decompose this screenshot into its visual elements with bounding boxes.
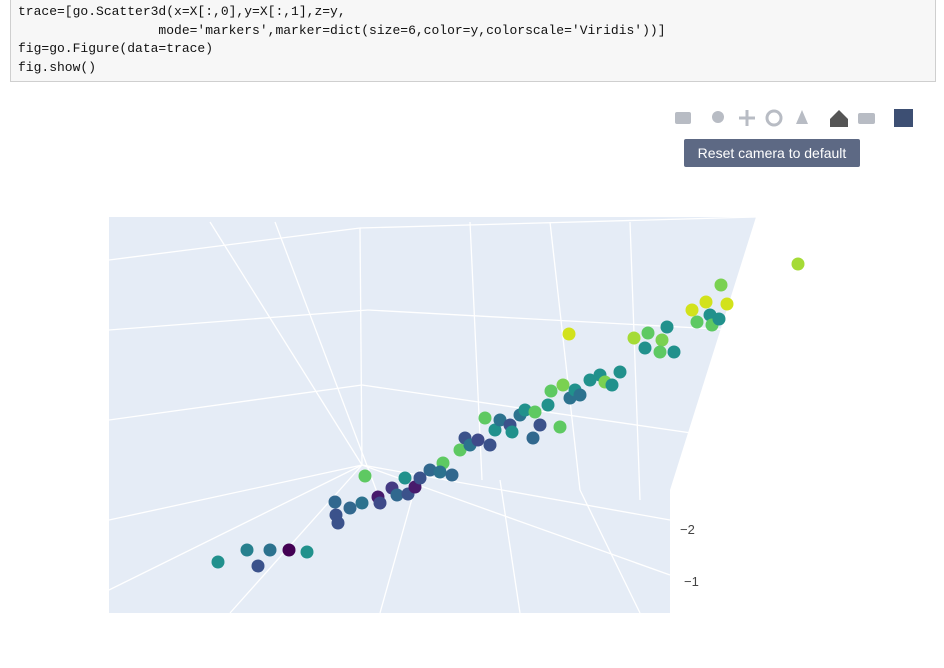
scatter-points bbox=[211, 257, 805, 573]
point bbox=[583, 373, 597, 387]
point bbox=[343, 501, 357, 515]
point bbox=[685, 303, 699, 317]
icon-camera[interactable] bbox=[675, 112, 691, 124]
point bbox=[714, 278, 728, 292]
point bbox=[478, 411, 492, 425]
point bbox=[712, 312, 726, 326]
point bbox=[605, 378, 619, 392]
point bbox=[413, 471, 427, 485]
point bbox=[720, 297, 734, 311]
point bbox=[445, 468, 459, 482]
point bbox=[483, 438, 497, 452]
modebar bbox=[675, 109, 913, 127]
point bbox=[655, 333, 669, 347]
point bbox=[263, 543, 277, 557]
point bbox=[373, 496, 387, 510]
point bbox=[240, 543, 254, 557]
point bbox=[423, 463, 437, 477]
point bbox=[488, 423, 502, 437]
tick-label: −2 bbox=[680, 522, 695, 537]
point bbox=[660, 320, 674, 334]
point bbox=[300, 545, 314, 559]
icon-turntable[interactable] bbox=[796, 110, 808, 124]
point bbox=[505, 425, 519, 439]
code-cell: trace=[go.Scatter3d(x=X[:,0],y=X[:,1],z=… bbox=[10, 0, 936, 82]
point bbox=[331, 516, 345, 530]
point bbox=[544, 384, 558, 398]
point bbox=[690, 315, 704, 329]
point bbox=[493, 413, 507, 427]
code-line: trace=[go.Scatter3d(x=X[:,0],y=X[:,1],z=… bbox=[18, 4, 346, 19]
point bbox=[211, 555, 225, 569]
point bbox=[556, 378, 570, 392]
point bbox=[453, 443, 467, 457]
point bbox=[613, 365, 627, 379]
icon-reset-camera[interactable] bbox=[830, 110, 848, 127]
point bbox=[653, 345, 667, 359]
icon-zoom[interactable] bbox=[712, 111, 724, 123]
point bbox=[251, 559, 265, 573]
point bbox=[562, 327, 576, 341]
point bbox=[553, 420, 567, 434]
point bbox=[433, 465, 447, 479]
point bbox=[541, 398, 555, 412]
point bbox=[390, 488, 404, 502]
point bbox=[641, 326, 655, 340]
tooltip: Reset camera to default bbox=[684, 139, 860, 167]
point bbox=[398, 471, 412, 485]
point bbox=[358, 469, 372, 483]
point bbox=[627, 331, 641, 345]
point bbox=[328, 495, 342, 509]
point bbox=[355, 496, 369, 510]
point bbox=[533, 418, 547, 432]
point bbox=[528, 405, 542, 419]
point bbox=[471, 433, 485, 447]
icon-orbit[interactable] bbox=[765, 109, 783, 127]
icon-plotly[interactable] bbox=[894, 109, 913, 127]
code-line: fig=go.Figure(data=trace) bbox=[18, 41, 214, 56]
point bbox=[573, 388, 587, 402]
point bbox=[791, 257, 805, 271]
code-line: fig.show() bbox=[18, 59, 97, 75]
scene-background bbox=[108, 216, 757, 614]
point bbox=[638, 341, 652, 355]
point bbox=[699, 295, 713, 309]
icon-last-camera[interactable] bbox=[858, 113, 875, 124]
tick-label: −1 bbox=[684, 574, 699, 589]
point bbox=[526, 431, 540, 445]
icon-pan[interactable] bbox=[739, 110, 755, 126]
point bbox=[667, 345, 681, 359]
point bbox=[518, 403, 532, 417]
point bbox=[282, 543, 296, 557]
code-line: mode='markers',marker=dict(size=6,color=… bbox=[18, 22, 666, 38]
